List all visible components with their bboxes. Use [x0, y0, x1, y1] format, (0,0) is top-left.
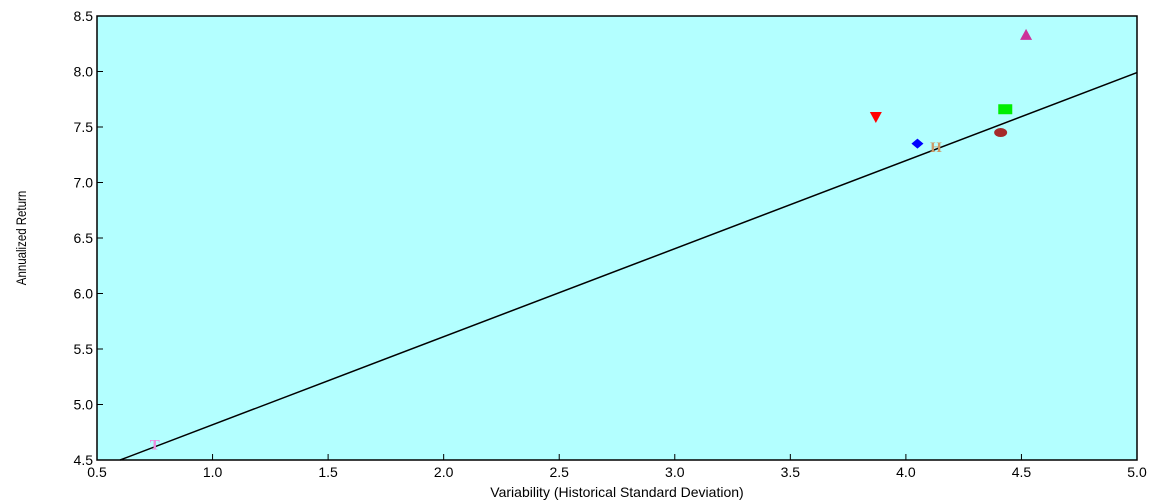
x-tick-label: 1.0: [203, 464, 223, 480]
y-tick-label: 6.0: [74, 286, 94, 302]
x-tick-label: 1.5: [318, 464, 338, 480]
data-point-triangle-up: [1020, 28, 1033, 40]
y-tick-label: 7.5: [74, 119, 94, 135]
y-tick-label: 5.5: [74, 341, 94, 357]
points-layer: HT: [150, 28, 1033, 453]
x-tick-label: 3.5: [781, 464, 801, 480]
y-tick-label: 7.0: [74, 175, 94, 191]
y-tick-label: 8.0: [74, 64, 94, 80]
data-point-ellipse: [994, 128, 1008, 138]
x-tick-label: 0.5: [87, 464, 107, 480]
x-tick-label: 3.0: [665, 464, 685, 480]
data-point-letter: T: [150, 437, 160, 453]
data-point-diamond: [911, 138, 924, 149]
y-tick-label: 5.0: [74, 397, 94, 413]
x-tick-label: 4.5: [1012, 464, 1032, 480]
x-tick-label: 2.5: [549, 464, 569, 480]
line-layer: [119, 71, 1138, 461]
y-axis-title: Annualized Return: [13, 191, 29, 285]
x-tick-label: 2.0: [434, 464, 454, 480]
y-tick-label: 4.5: [74, 452, 94, 468]
y-tick-label: 8.5: [74, 8, 94, 24]
x-axis-title: Variability (Historical Standard Deviati…: [490, 484, 743, 500]
plot-frame: [96, 15, 1138, 461]
plot-area: [97, 16, 1137, 460]
data-point-square: [998, 104, 1013, 115]
x-tick-label: 5.0: [1127, 464, 1147, 480]
y-tick-label: 6.5: [74, 230, 94, 246]
data-point-triangle-down: [869, 112, 882, 124]
trend-line: [119, 71, 1138, 461]
x-axis-ticks: 0.5 1.0 1.5 2.0 2.5 3.0 3.5 4.0 4.5 5.0: [87, 454, 1147, 480]
x-tick-label: 4.0: [896, 464, 916, 480]
y-axis-ticks: 4.5 5.0 5.5 6.0 6.5 7.0 7.5 8.0 8.5: [74, 8, 103, 468]
data-point-letter: H: [930, 140, 942, 156]
